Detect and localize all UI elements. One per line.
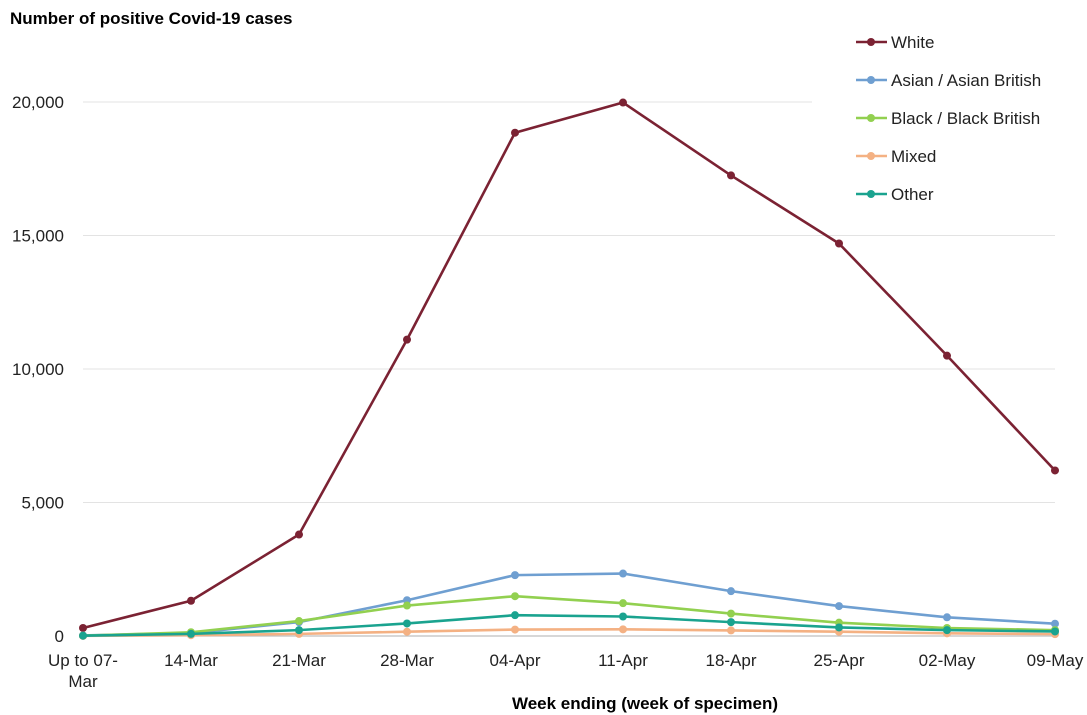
data-point — [1051, 619, 1059, 628]
data-point — [1051, 466, 1059, 475]
data-point — [619, 599, 627, 608]
data-point — [727, 587, 735, 596]
data-point — [943, 613, 951, 622]
data-point — [187, 629, 195, 638]
series-line — [82, 594, 1056, 638]
series-other — [79, 611, 1059, 640]
x-tick-label: 14-Mar — [164, 651, 218, 670]
y-tick-label: 10,000 — [12, 360, 64, 379]
legend-label: Mixed — [891, 147, 936, 166]
data-point — [187, 596, 195, 605]
x-tick-label: 02-May — [919, 651, 976, 670]
legend-marker — [867, 114, 875, 122]
series-white — [79, 98, 1059, 632]
data-point — [79, 623, 87, 632]
data-point — [295, 626, 303, 635]
x-tick-label: 09-May — [1027, 651, 1084, 670]
legend-item: White — [856, 33, 934, 52]
data-point — [511, 625, 519, 634]
data-point — [835, 239, 843, 248]
legend: White Asian / Asian British Black / Black … — [856, 33, 1041, 204]
legend-item: Mixed — [856, 147, 936, 166]
series-line — [82, 101, 1056, 630]
y-tick-label: 15,000 — [12, 227, 64, 246]
series-line — [82, 613, 1056, 638]
legend-marker — [867, 76, 875, 84]
x-tick-label: 11-Apr — [598, 651, 648, 670]
data-point — [403, 335, 411, 344]
data-point — [619, 612, 627, 621]
data-point — [511, 128, 519, 137]
data-point — [943, 626, 951, 635]
data-point — [943, 351, 951, 360]
data-point — [619, 98, 627, 107]
x-tick-label: 28-Mar — [380, 651, 434, 670]
y-axis-title: Number of positive Covid-19 cases — [10, 9, 292, 28]
x-axis-ticks: Up to 07-Mar 14-Mar 21-Mar 28-Mar 04-Apr 11-A… — [48, 651, 1084, 691]
legend-marker — [867, 38, 875, 46]
data-point — [403, 601, 411, 610]
data-point — [511, 611, 519, 620]
data-point — [727, 609, 735, 618]
legend-label: Asian / Asian British — [891, 71, 1041, 90]
legend-marker — [867, 152, 875, 160]
x-tick-label: Up to 07-Mar — [48, 651, 118, 691]
data-point — [619, 569, 627, 578]
data-point — [727, 171, 735, 180]
legend-label: Other — [891, 185, 934, 204]
data-point — [403, 627, 411, 636]
y-axis-ticks: 0 5,000 10,000 15,000 20,000 — [12, 93, 64, 646]
data-point — [79, 631, 87, 640]
y-tick-label: 0 — [55, 627, 64, 646]
data-point — [835, 602, 843, 611]
data-point — [835, 623, 843, 632]
series-group — [79, 98, 1059, 640]
x-axis-title: Week ending (week of specimen) — [512, 694, 778, 713]
y-tick-label: 20,000 — [12, 93, 64, 112]
legend-item: Asian / Asian British — [856, 71, 1041, 90]
x-tick-label: 04-Apr — [489, 651, 540, 670]
data-point — [295, 530, 303, 539]
legend-label: Black / Black British — [891, 109, 1040, 128]
legend-label: White — [891, 33, 934, 52]
x-tick-label: 21-Mar — [272, 651, 326, 670]
data-point — [727, 626, 735, 635]
legend-item: Black / Black British — [856, 109, 1040, 128]
data-point — [511, 592, 519, 601]
gridlines — [83, 101, 1055, 503]
x-tick-label: 25-Apr — [813, 651, 864, 670]
data-point — [403, 619, 411, 628]
data-point — [619, 625, 627, 634]
legend-item: Other — [856, 185, 934, 204]
series-line — [82, 628, 1056, 638]
y-tick-label: 5,000 — [21, 494, 64, 513]
x-tick-label: 18-Apr — [705, 651, 756, 670]
data-point — [727, 618, 735, 627]
data-point — [1051, 627, 1059, 636]
legend-marker — [867, 190, 875, 198]
data-point — [295, 617, 303, 626]
data-point — [511, 571, 519, 580]
